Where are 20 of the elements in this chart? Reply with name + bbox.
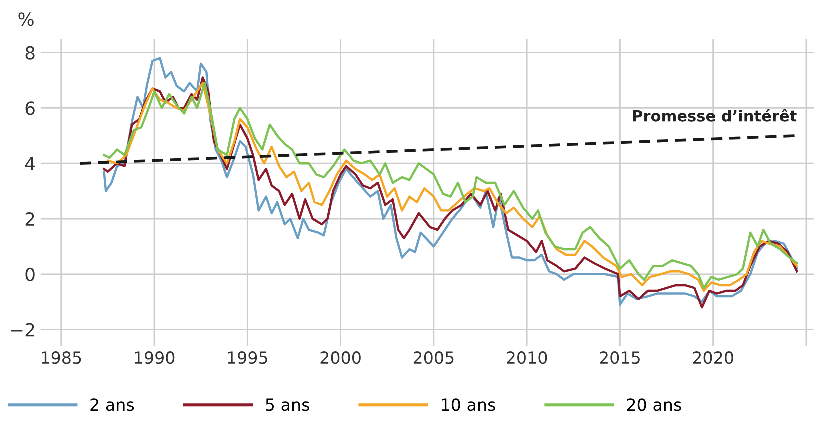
x-tick-label: 2020: [693, 352, 734, 364]
legend-label: 10 ans: [442, 398, 496, 412]
y-tick-label: 8: [26, 46, 35, 60]
x-tick-label: 2015: [600, 352, 640, 364]
x-tick-label: 1985: [42, 352, 82, 364]
y-tick-label: 0: [26, 268, 35, 282]
y-tick-label: −2: [11, 323, 34, 337]
y-tick-label: 2: [26, 212, 34, 226]
legend-label: 5 ans: [266, 398, 310, 412]
x-tick-label: 1990: [135, 352, 175, 364]
legend-label: 2 ans: [90, 398, 134, 412]
x-tick-label: 2005: [414, 352, 454, 364]
y-tick-label: 6: [26, 102, 35, 116]
legend-label: 20 ans: [627, 398, 682, 412]
y-axis-title: %: [18, 12, 34, 26]
y-tick-label: 4: [25, 157, 36, 170]
x-tick-label: 2010: [507, 352, 548, 364]
series-label: Promesse d’intérêt: [633, 109, 797, 122]
x-tick-label: 1995: [228, 352, 268, 364]
x-tick-label: 2000: [320, 352, 361, 364]
